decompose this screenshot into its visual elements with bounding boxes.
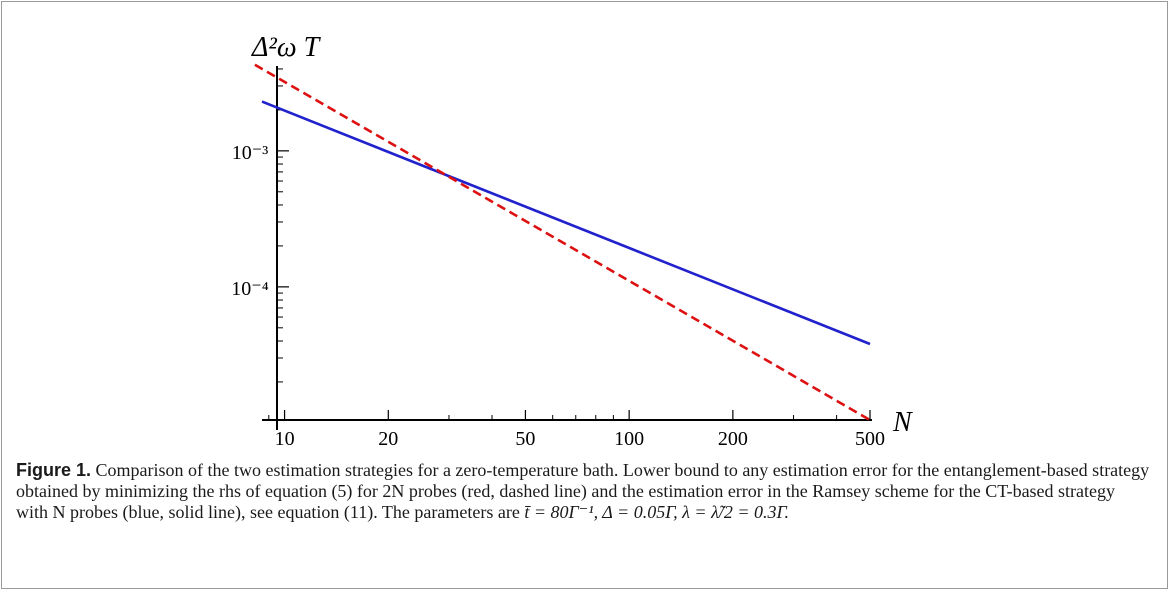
x-tick-label: 10 [275,428,295,450]
x-tick-label: 20 [378,428,398,450]
y-tick-label: 10⁻⁴ [231,278,269,300]
series-lines [254,63,871,422]
figure-caption: Figure 1. Comparison of the two estimati… [16,460,1151,523]
y-tick-label: 10⁻³ [232,142,269,164]
axes [262,66,872,430]
chart-svg: 10 20 50 100 200 500 10⁻³ 10⁻⁴ Δ²ω T N [231,32,913,450]
x-axis-label: N [892,407,913,438]
ticks: 10 20 50 100 200 500 10⁻³ 10⁻⁴ [231,68,885,450]
y-axis-label: Δ²ω T [251,32,322,63]
x-tick-label: 200 [718,428,748,450]
x-tick-label: 500 [855,428,885,450]
x-tick-label: 100 [614,428,644,450]
caption-params: t̄ = 80Γ⁻¹, Δ = 0.05Γ, λ = λ̃/2 = 0.3Γ. [524,502,789,522]
x-tick-label: 50 [515,428,535,450]
caption-label: Figure 1. [16,460,92,480]
caption-text: Comparison of the two estimation strateg… [16,460,1150,522]
blue-solid-series-line [261,100,871,346]
red-dashed-series-line [254,63,871,422]
